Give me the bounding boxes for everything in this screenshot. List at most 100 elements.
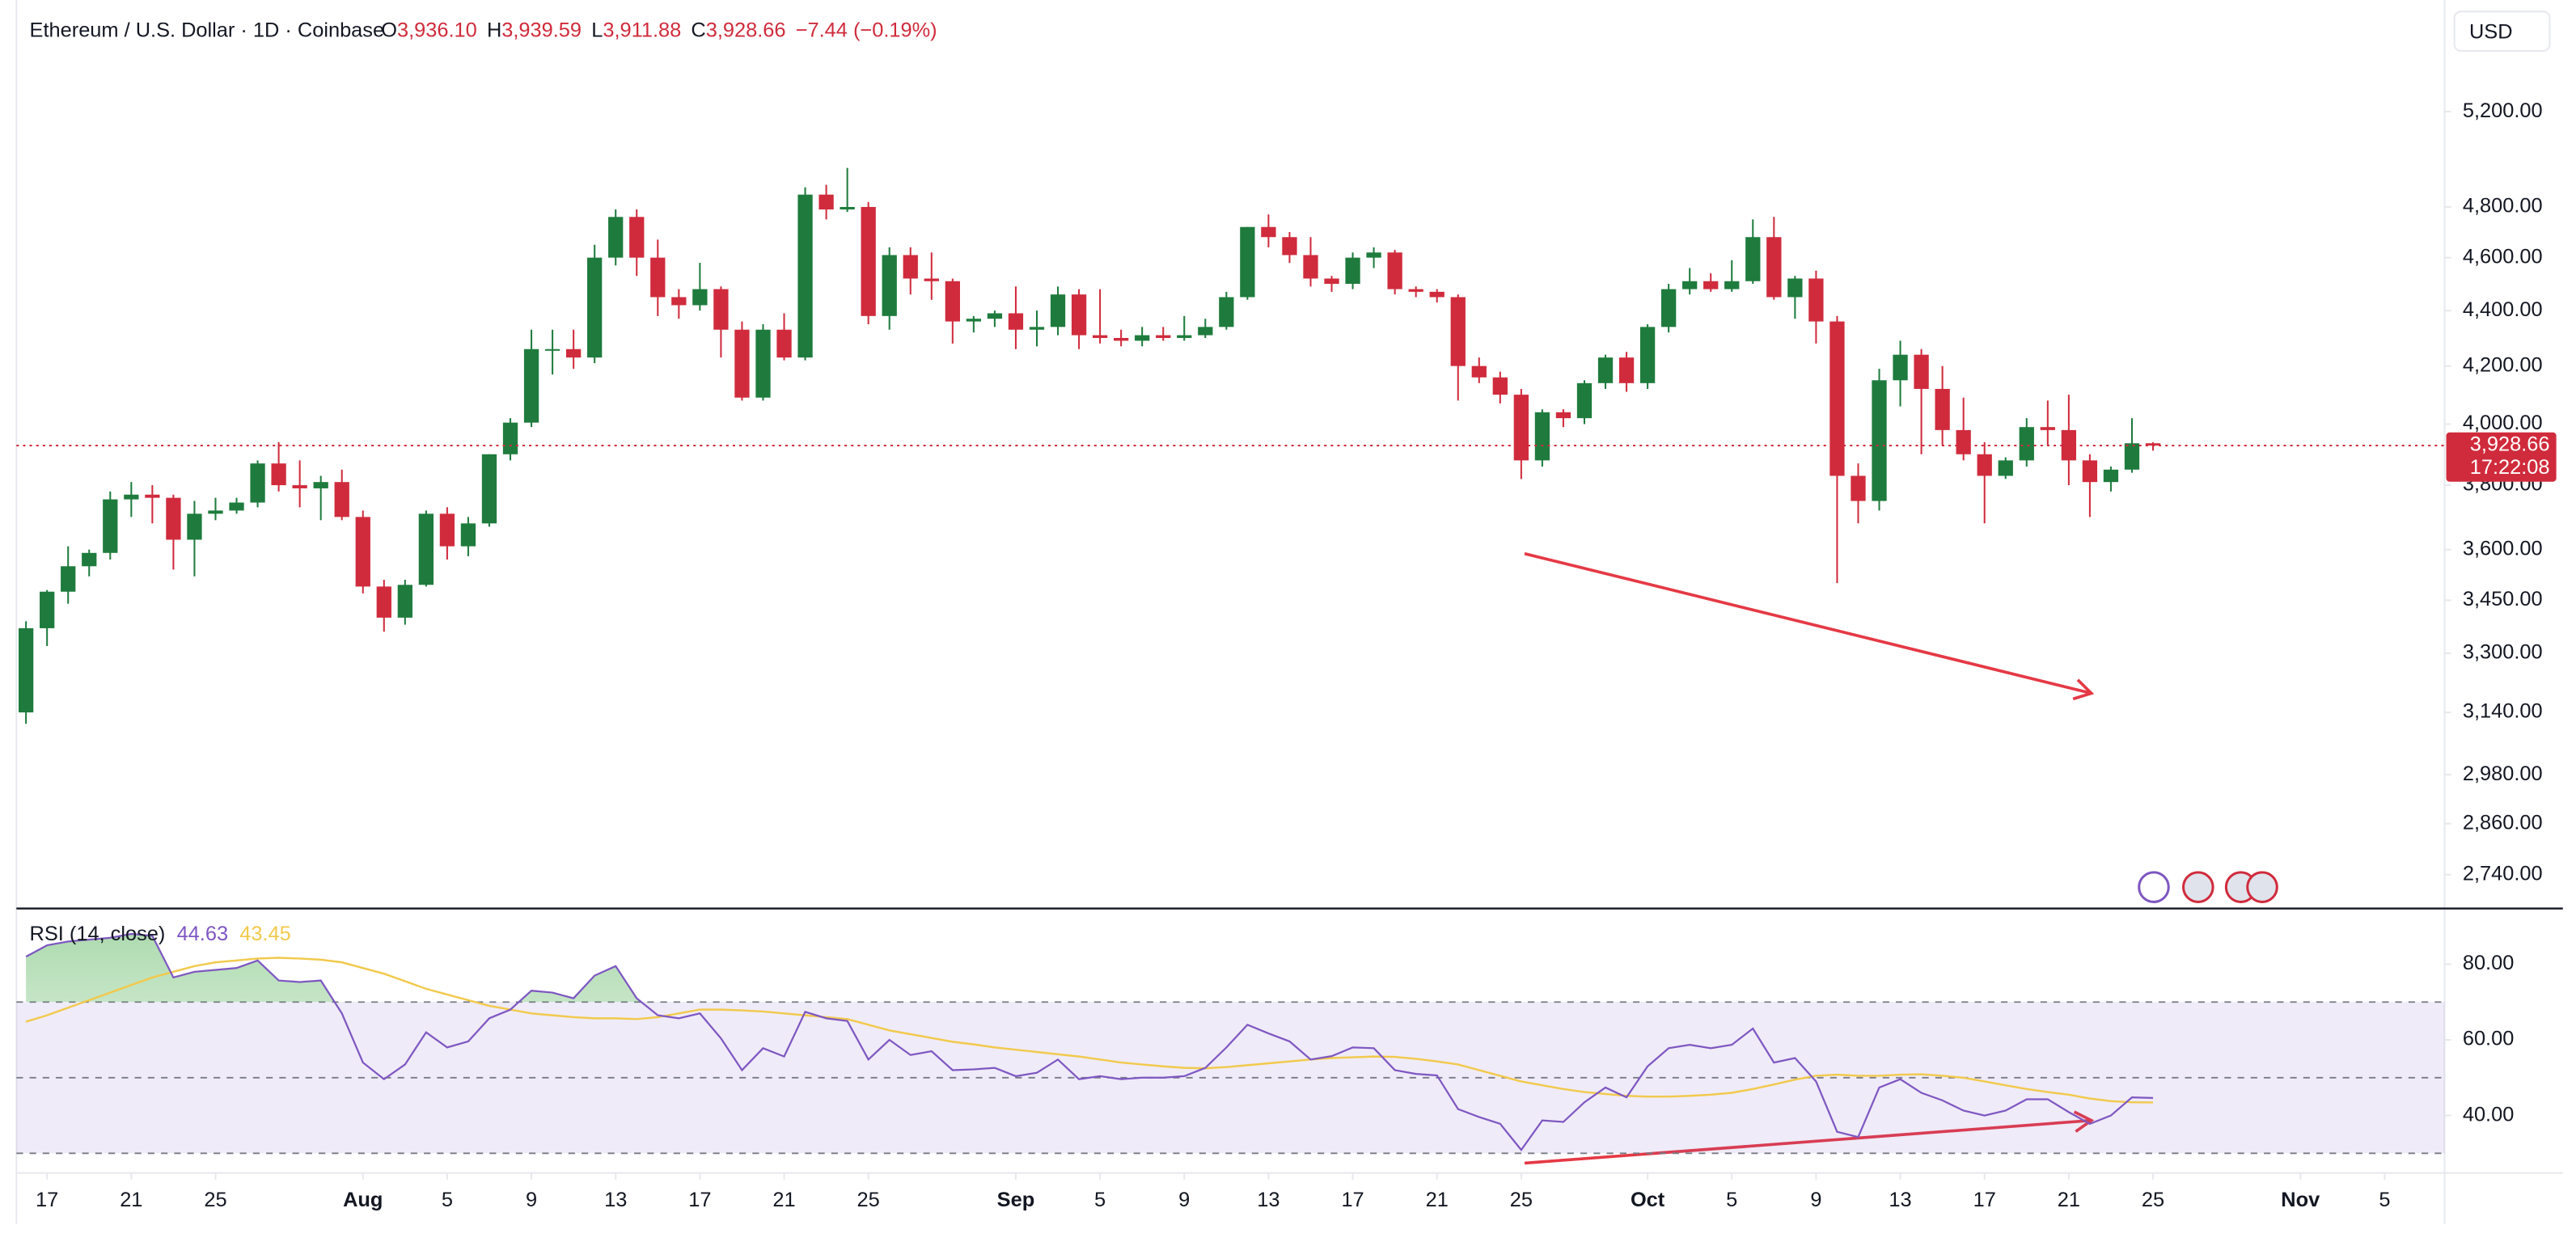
candle-body [903, 255, 918, 279]
candle-body [334, 482, 349, 518]
candle-body [103, 499, 118, 553]
header: Ethereum / U.S. Dollar · 1D · Coinbase O… [30, 19, 937, 41]
x-tick-label: 5 [442, 1189, 453, 1211]
candle-body [1555, 412, 1571, 419]
candle-body [1345, 257, 1360, 285]
ohlc-value: 3,911.88 [603, 19, 681, 41]
candle-body [1008, 313, 1024, 330]
candle-body [355, 517, 370, 587]
candle-body [987, 313, 1003, 319]
x-tick-label: 13 [604, 1189, 627, 1211]
x-tick-label: Nov [2281, 1189, 2320, 1211]
currency[interactable]: USD [2469, 20, 2513, 43]
x-tick-label: 5 [1094, 1189, 1106, 1211]
candle-body [2103, 469, 2119, 483]
candle-body [1893, 354, 1908, 381]
x-tick-label: 21 [772, 1189, 795, 1211]
candle-body [523, 349, 539, 423]
candle-body [124, 494, 139, 500]
y-tick-label: 4,000.00 [2463, 412, 2543, 434]
candle-body [945, 281, 960, 322]
candle-body [1429, 291, 1445, 298]
y-tick-label: 4,800.00 [2463, 195, 2543, 218]
candle-body [1639, 327, 1656, 383]
x-tick-label: Sep [997, 1189, 1035, 1211]
event-icon[interactable] [2182, 871, 2214, 903]
rsi-legend-value: 44.63 [177, 923, 228, 945]
candle-body [1366, 252, 1381, 258]
candle-body [629, 217, 645, 258]
candle-body [924, 278, 939, 281]
candle-body [1471, 365, 1487, 378]
candle-body [313, 482, 328, 488]
candle-body [840, 206, 855, 210]
x-tick-label: 25 [857, 1189, 880, 1211]
ohlc-key: O [381, 19, 397, 41]
candle-body [40, 591, 55, 628]
candle-body [1387, 252, 1402, 289]
candle-body [61, 566, 76, 592]
candle-body [1597, 357, 1614, 383]
candle-body [271, 463, 286, 486]
candle-body [544, 349, 560, 351]
y-tick-label: 4,600.00 [2463, 245, 2543, 268]
countdown: 17:22:08 [2470, 456, 2550, 479]
candle-body [1787, 278, 1803, 298]
y-tick-label: 3,140.00 [2463, 700, 2543, 723]
x-tick-label: Oct [1631, 1189, 1665, 1211]
x-tick-label: 17 [36, 1189, 58, 1211]
x-tick-label: 25 [2142, 1189, 2164, 1211]
candle-body [1324, 278, 1339, 285]
x-tick-label: 17 [1973, 1189, 1996, 1211]
x-tick-label: 9 [1178, 1189, 1190, 1211]
last-price-label: 3,928.66 [2470, 433, 2550, 456]
candle-body [1219, 297, 1234, 327]
x-tick-label: 17 [1341, 1189, 1364, 1211]
ohlc-value: 3,928.66 [706, 19, 786, 41]
candle-body [650, 257, 666, 298]
candle-body [1135, 335, 1150, 341]
candle-body [376, 586, 391, 618]
candle-body [1492, 377, 1508, 395]
candle-body [2019, 427, 2034, 461]
trend-arrow[interactable] [1524, 551, 2095, 701]
candle-body [1071, 294, 1087, 336]
candle-body [2124, 443, 2140, 470]
event-icon[interactable] [2138, 871, 2170, 903]
candle-body [1851, 475, 1866, 501]
y-tick-label: 4,200.00 [2463, 353, 2543, 376]
ohlc-value: 3,936.10 [397, 19, 477, 41]
x-tick-label: 5 [2379, 1189, 2390, 1211]
currency-button[interactable] [2453, 11, 2551, 52]
candle-body [1156, 335, 1171, 338]
candle-body [861, 206, 876, 316]
candle-body [1303, 255, 1318, 279]
candle-body [2145, 443, 2161, 446]
x-tick-label: 17 [688, 1189, 711, 1211]
candle-body [587, 257, 603, 358]
candle-body [502, 422, 518, 454]
x-tick-label: 21 [1426, 1189, 1449, 1211]
candle-body [882, 255, 897, 316]
candle-body [1198, 327, 1213, 336]
ohlc-key: C [691, 19, 705, 41]
candle-body [797, 194, 813, 358]
event-icon[interactable] [2246, 871, 2278, 903]
event-icons[interactable] [2138, 871, 2278, 903]
symbol: Ethereum / U.S. Dollar · 1D · Coinbase [30, 19, 385, 41]
rsi-line [25, 932, 2154, 1151]
candle-body [439, 513, 455, 547]
x-tick-label: 21 [120, 1189, 142, 1211]
candle-body [713, 289, 729, 330]
candle-body [565, 349, 582, 358]
ohlc-key: L [591, 19, 603, 41]
rsi-trend-arrow[interactable] [1524, 1110, 2095, 1165]
candle-body [755, 329, 771, 398]
y-tick-label: 80.00 [2463, 952, 2514, 974]
candle-body [2040, 427, 2055, 430]
rsi-line [25, 957, 2154, 1104]
y-tick-label: 3,300.00 [2463, 641, 2543, 664]
candle-body [187, 513, 202, 540]
